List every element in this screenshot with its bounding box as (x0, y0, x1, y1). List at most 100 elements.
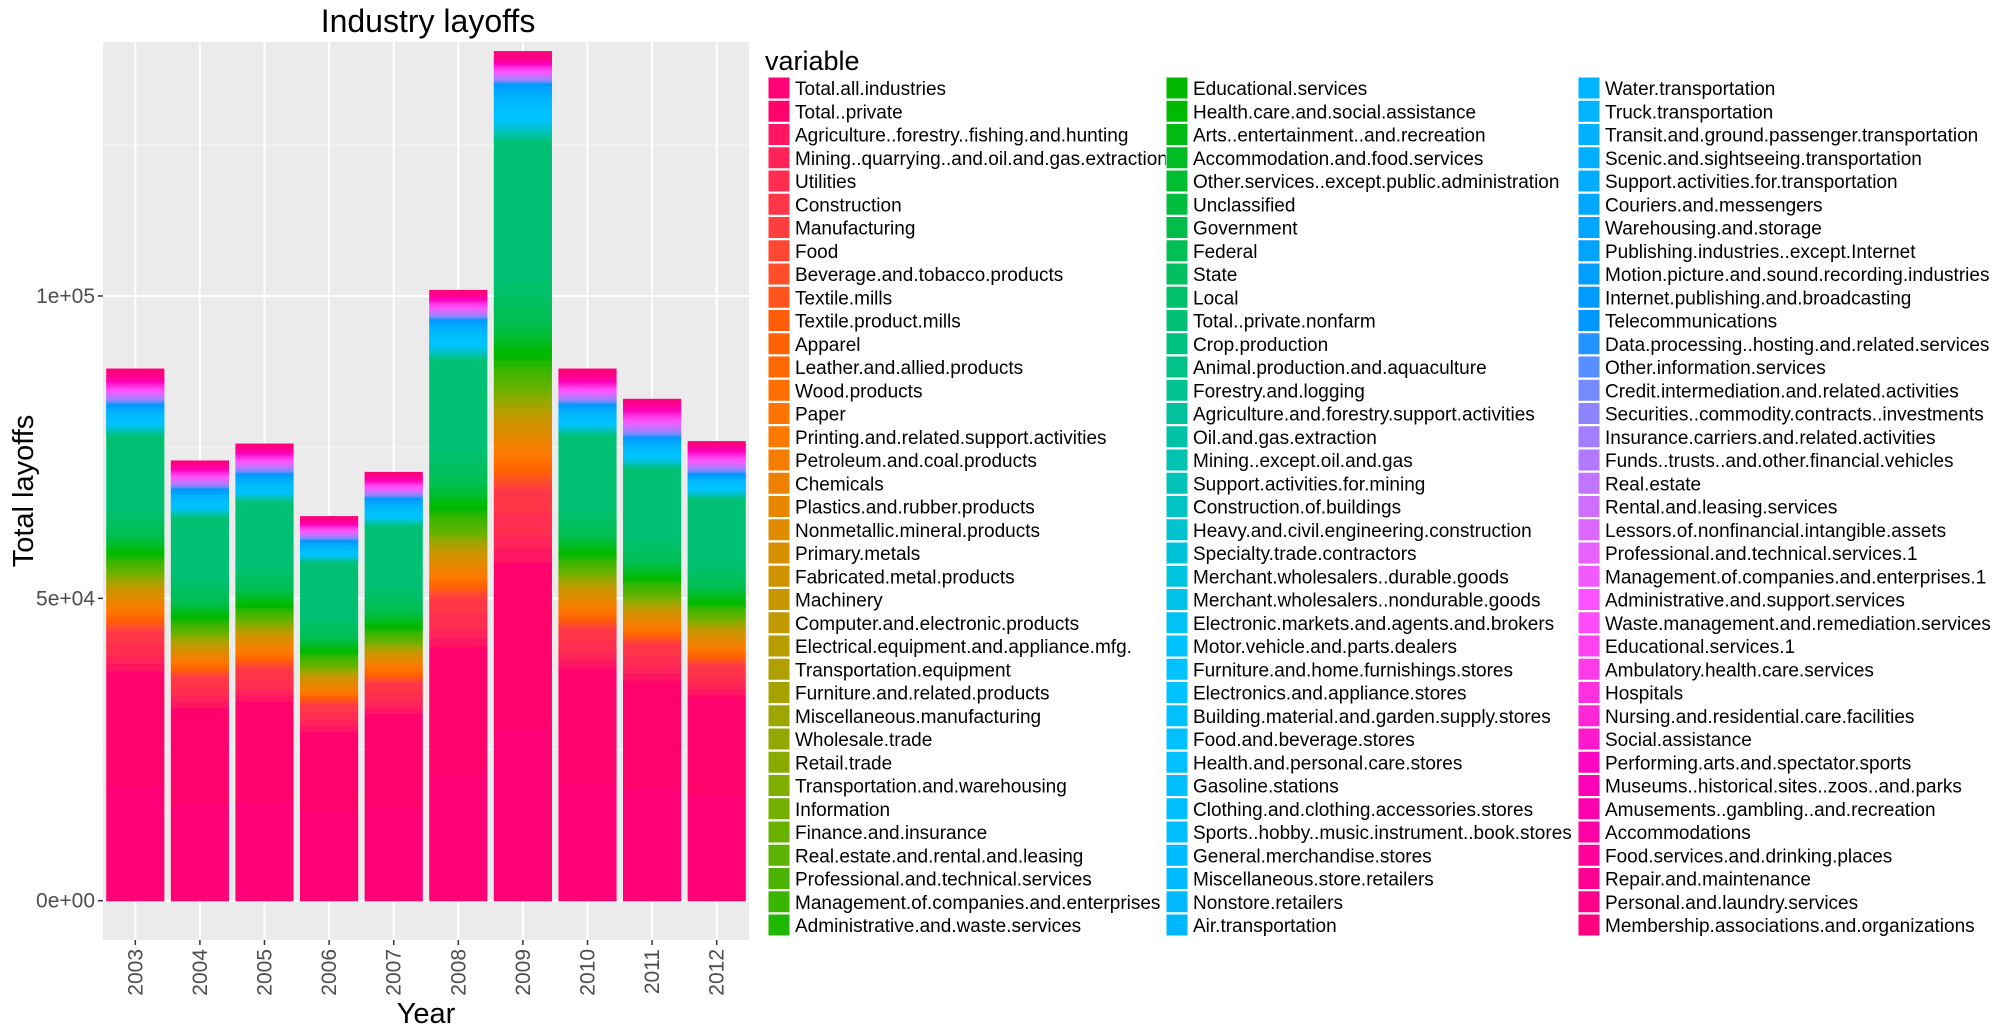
legend-swatch (767, 146, 791, 170)
bar-segment (558, 403, 617, 406)
bar-segment (429, 463, 488, 474)
bar-segment (493, 485, 552, 491)
bar-segment (687, 483, 746, 485)
bar-segment (106, 423, 165, 425)
bar-segment (558, 546, 617, 551)
bar-segment (493, 392, 552, 397)
bar-segment (558, 421, 617, 424)
legend-swatch (767, 843, 791, 867)
bar-segment (558, 405, 617, 408)
bar-segment (623, 443, 682, 445)
bar-segment (235, 485, 294, 488)
bar-segment (623, 426, 682, 429)
bar-segment (687, 651, 746, 654)
bar-segment (300, 650, 359, 654)
bar-segment (300, 519, 359, 521)
bar-segment (623, 455, 682, 458)
bar-segment (235, 642, 294, 646)
bar-segment (235, 493, 294, 495)
legend-item: Accommodations (1577, 820, 1751, 844)
bar-segment (558, 382, 617, 385)
bar-segment (623, 540, 682, 549)
legend-label: Waste.management.and.remediation.service… (1605, 614, 1991, 635)
bar-segment (493, 435, 552, 442)
bar-segment (493, 113, 552, 116)
bar-segment (300, 516, 359, 520)
bar-segment (558, 429, 617, 431)
bar-segment (364, 620, 423, 624)
bar-segment (235, 466, 294, 469)
bar-segment (364, 487, 423, 490)
bar-2005 (235, 443, 294, 902)
legend-swatch (767, 890, 791, 914)
bar-segment (558, 618, 617, 622)
bar-segment (170, 639, 229, 642)
x-tick-label: 2006 (318, 949, 341, 996)
bar-segment (170, 475, 229, 478)
bar-segment (106, 615, 165, 619)
bar-segment (623, 591, 682, 596)
bar-segment (623, 451, 682, 454)
bar-segment (493, 138, 552, 141)
bar-segment (493, 482, 552, 487)
bar-segment (623, 432, 682, 435)
bar-segment (235, 666, 294, 669)
bar-segment (106, 432, 165, 435)
bar-segment (106, 418, 165, 420)
bar-segment (429, 312, 488, 315)
bar-segment (364, 508, 423, 511)
x-tick-label: 2003 (124, 949, 147, 996)
legend-swatch (1577, 727, 1601, 751)
legend-swatch (767, 239, 791, 263)
bar-segment (623, 428, 682, 431)
bar-segment (235, 489, 294, 492)
legend-swatch (1577, 262, 1601, 286)
bar-segment (300, 685, 359, 689)
bar-segment (300, 544, 359, 547)
bar-segment (106, 577, 165, 580)
legend-item: Furniture.and.related.products (767, 681, 1050, 705)
bar-segment (300, 652, 359, 657)
bar-segment (429, 307, 488, 310)
legend-item: Administrative.and.support.services (1577, 588, 1905, 612)
bar-segment (623, 414, 682, 417)
bar-segment (493, 62, 552, 64)
bar-segment (364, 618, 423, 622)
bar-segment (300, 696, 359, 699)
bar-segment (687, 451, 746, 453)
legend-label: Amusements..gambling..and.recreation (1605, 800, 1936, 821)
legend-swatch (1165, 611, 1189, 635)
bar-segment (170, 609, 229, 613)
legend-swatch (767, 750, 791, 774)
x-tick-label: 2004 (189, 949, 212, 996)
bar-segment (364, 504, 423, 507)
bar-segment (170, 473, 229, 476)
bar-segment (170, 642, 229, 645)
bar-segment (429, 333, 488, 335)
bar-segment (429, 473, 488, 485)
bar-segment (364, 486, 423, 489)
legend-item: Sports..hobby..music.instrument..book.st… (1165, 820, 1572, 844)
legend-item: Health.care.and.social.assistance (1165, 99, 1476, 123)
legend-label: Rental.and.leasing.services (1605, 498, 1837, 519)
bar-segment (687, 475, 746, 477)
bar-segment (235, 616, 294, 621)
bar-segment (300, 519, 359, 522)
legend-swatch (1165, 657, 1189, 681)
bar-segment (170, 634, 229, 637)
legend-label: Support.activities.for.mining (1193, 474, 1425, 495)
bar-segment (300, 637, 359, 641)
bar-segment (687, 682, 746, 690)
bar-segment (687, 447, 746, 450)
bar-segment (106, 567, 165, 572)
bar-segment (170, 502, 229, 504)
bar-segment (429, 311, 488, 314)
bar-segment (106, 385, 165, 387)
bar-segment (106, 383, 165, 386)
bar-segment (170, 631, 229, 634)
bar-segment (300, 693, 359, 696)
bar-segment (429, 326, 488, 329)
bar-segment (429, 545, 488, 548)
bar-segment (493, 71, 552, 74)
bar-segment (106, 396, 165, 399)
